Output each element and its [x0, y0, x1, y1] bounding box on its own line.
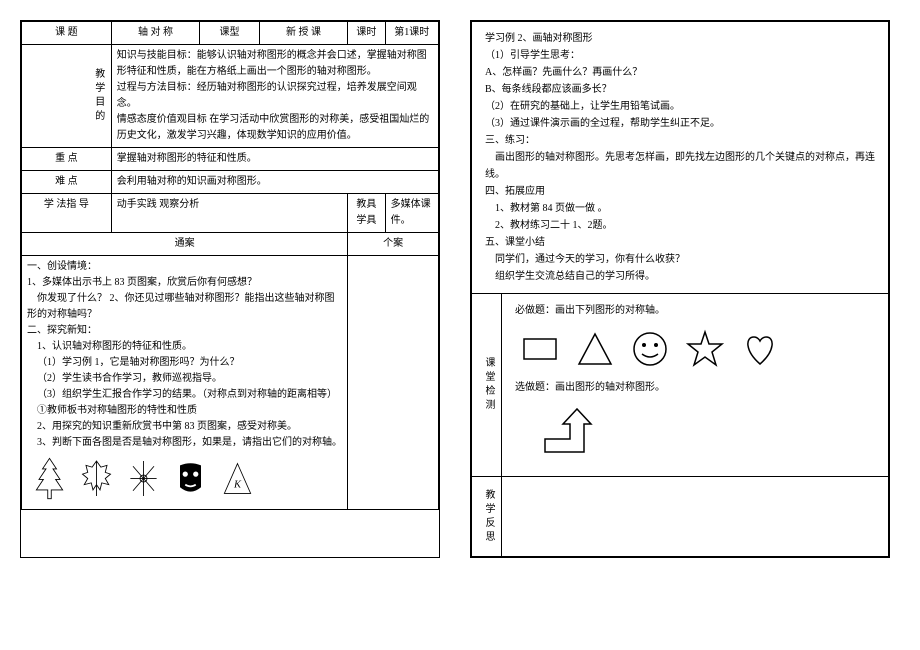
right-top-cell: 学习例 2、画轴对称图形 （1）引导学生思考： A、怎样画？先画什么？再画什么？… — [472, 22, 889, 294]
topic-value: 轴 对 称 — [111, 22, 199, 45]
key-label: 重 点 — [22, 148, 112, 171]
method-text: 动手实践 观察分析 — [111, 194, 347, 233]
goals-label: 教学目的 — [22, 45, 112, 148]
triangle-k-icon: K — [220, 456, 255, 501]
required-text: 必做题：画出下列图形的对称轴。 — [515, 302, 875, 319]
optional-text: 选做题：画出图形的轴对称图形。 — [515, 379, 875, 396]
key-row: 重 点 掌握轴对称图形的特征和性质。 — [22, 148, 439, 171]
tool-text: 多媒体课件。 — [385, 194, 438, 233]
right-top-text: 学习例 2、画轴对称图形 （1）引导学生思考： A、怎样画？先画什么？再画什么？… — [477, 25, 883, 290]
svg-text:K: K — [233, 479, 242, 490]
reflect-row: 教学反思 — [472, 477, 889, 557]
header-row: 课 题 轴 对 称 课型 新 授 课 课时 第1课时 — [22, 22, 439, 45]
body-text: 一、创设情境： 1、多媒体出示书上 83 页图案，欣赏后你有何感想？ 你发现了什… — [27, 259, 342, 451]
leaf-icon — [79, 456, 114, 501]
case-plan-label: 个案 — [348, 233, 439, 256]
optional-shape — [515, 396, 875, 468]
required-shapes — [515, 319, 875, 379]
test-label: 课堂检测 — [472, 294, 502, 477]
body-cell: 一、创设情境： 1、多媒体出示书上 83 页图案，欣赏后你有何感想？ 你发现了什… — [22, 256, 348, 510]
plan-header-row: 通案 个案 — [22, 233, 439, 256]
rectangle-shape — [520, 329, 560, 369]
reflect-label: 教学反思 — [472, 477, 502, 557]
type-label: 课型 — [200, 22, 260, 45]
arrow-shape — [535, 404, 615, 454]
diff-row: 难 点 会利用轴对称的知识画对称图形。 — [22, 171, 439, 194]
case-cell — [348, 256, 439, 510]
right-top-row: 学习例 2、画轴对称图形 （1）引导学生思考： A、怎样画？先画什么？再画什么？… — [472, 22, 889, 294]
method-row: 学 法指 导 动手实践 观察分析 教具学具 多媒体课件。 — [22, 194, 439, 233]
mask-icon — [173, 456, 208, 501]
period-label: 课时 — [348, 22, 385, 45]
key-text: 掌握轴对称图形的特征和性质。 — [111, 148, 438, 171]
symmetry-icons: K — [27, 451, 342, 506]
diff-text: 会利用轴对称的知识画对称图形。 — [111, 171, 438, 194]
smiley-shape — [630, 329, 670, 369]
goals-text: 知识与技能目标：能够认识轴对称图形的概念并会口述，掌握轴对称图形特征和性质，能在… — [111, 45, 438, 148]
right-page: 学习例 2、画轴对称图形 （1）引导学生思考： A、怎样画？先画什么？再画什么？… — [470, 20, 890, 558]
body-row: 一、创设情境： 1、多媒体出示书上 83 页图案，欣赏后你有何感想？ 你发现了什… — [22, 256, 439, 510]
period-value: 第1课时 — [385, 22, 438, 45]
tool-label: 教具学具 — [348, 194, 385, 233]
general-plan-label: 通案 — [22, 233, 348, 256]
reflect-cell — [502, 477, 889, 557]
right-table: 学习例 2、画轴对称图形 （1）引导学生思考： A、怎样画？先画什么？再画什么？… — [471, 21, 889, 557]
test-cell: 必做题：画出下列图形的对称轴。 选做题：画出图形的轴对称图形。 — [502, 294, 889, 477]
triangle-shape — [575, 329, 615, 369]
snowflake-icon — [126, 456, 161, 501]
lesson-plan-table: 课 题 轴 对 称 课型 新 授 课 课时 第1课时 教学目的 知识与技能目标：… — [21, 21, 439, 510]
left-page: 课 题 轴 对 称 课型 新 授 课 课时 第1课时 教学目的 知识与技能目标：… — [20, 20, 440, 558]
topic-label: 课 题 — [22, 22, 112, 45]
test-row: 课堂检测 必做题：画出下列图形的对称轴。 选做题：画出图形的轴对称图形。 — [472, 294, 889, 477]
star-shape — [685, 329, 725, 369]
tree-icon — [32, 456, 67, 501]
heart-shape — [740, 329, 780, 369]
type-value: 新 授 课 — [259, 22, 347, 45]
diff-label: 难 点 — [22, 171, 112, 194]
method-label: 学 法指 导 — [22, 194, 112, 233]
goals-row: 教学目的 知识与技能目标：能够认识轴对称图形的概念并会口述，掌握轴对称图形特征和… — [22, 45, 439, 148]
